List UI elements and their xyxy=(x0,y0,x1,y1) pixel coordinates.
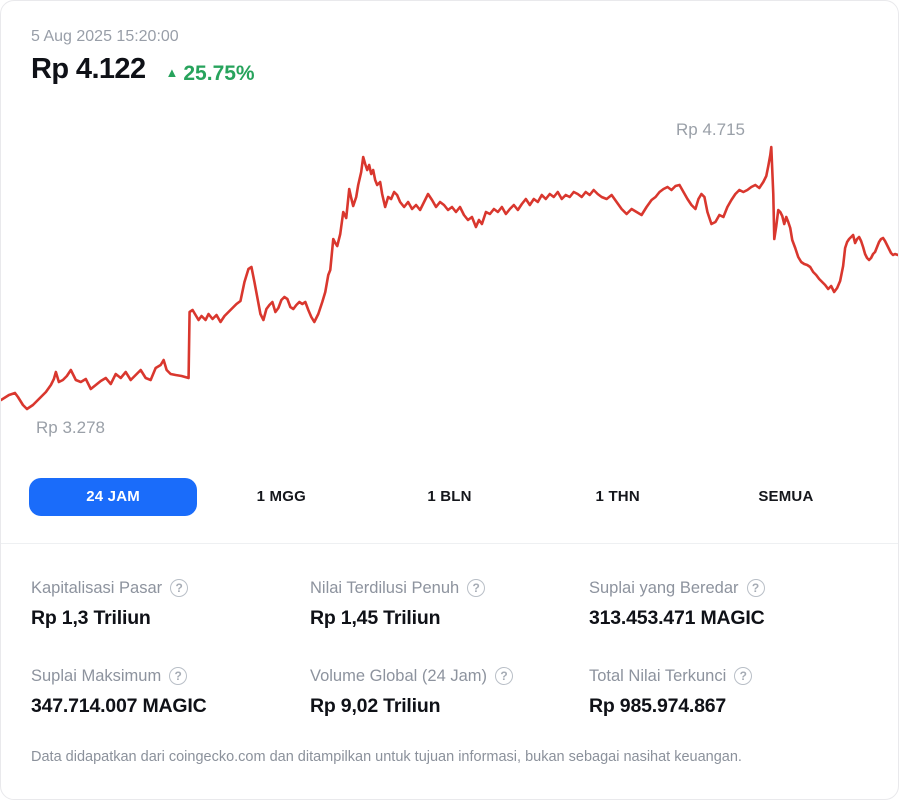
help-icon[interactable]: ? xyxy=(746,578,765,597)
help-icon[interactable]: ? xyxy=(467,578,486,597)
price-change: ▲ 25.75% xyxy=(166,62,255,86)
price-change-percent: 25.75% xyxy=(183,61,255,85)
stat-circulating-supply: Suplai yang Beredar ? 313.453.471 MAGIC xyxy=(589,578,868,630)
up-arrow-icon: ▲ xyxy=(165,65,179,80)
help-icon[interactable]: ? xyxy=(734,666,753,685)
stat-label-row: Total Nilai Terkunci ? xyxy=(589,666,868,686)
stat-market-cap: Kapitalisasi Pasar ? Rp 1,3 Triliun xyxy=(31,578,310,630)
price-chart[interactable]: Rp 4.715 Rp 3.278 xyxy=(1,102,898,462)
stat-global-volume: Volume Global (24 Jam) ? Rp 9,02 Triliun xyxy=(310,666,589,718)
stat-label-row: Volume Global (24 Jam) ? xyxy=(310,666,589,686)
stats-divider xyxy=(1,542,898,544)
chart-low-label: Rp 3.278 xyxy=(36,417,105,437)
tab-1-thn[interactable]: 1 THN xyxy=(534,478,702,516)
tab-24-jam[interactable]: 24 JAM xyxy=(29,477,198,516)
stat-value: Rp 1,3 Triliun xyxy=(31,606,151,629)
stat-label-row: Kapitalisasi Pasar ? xyxy=(31,578,310,598)
stat-label: Nilai Terdilusi Penuh xyxy=(310,578,460,597)
help-icon[interactable]: ? xyxy=(170,578,189,597)
price-header: 5 Aug 2025 15:20:00 Rp 4.122 ▲ 25.75% xyxy=(1,1,898,86)
stat-value: Rp 9,02 Triliun xyxy=(310,694,441,717)
stat-label-row: Suplai Maksimum ? xyxy=(31,666,310,686)
stats-grid: Kapitalisasi Pasar ? Rp 1,3 Triliun Nila… xyxy=(1,544,898,718)
help-icon[interactable]: ? xyxy=(495,666,513,685)
price-timestamp: 5 Aug 2025 15:20:00 xyxy=(31,28,179,45)
tab-1-bln[interactable]: 1 BLN xyxy=(365,478,533,516)
stat-label-row: Nilai Terdilusi Penuh ? xyxy=(310,578,589,598)
stat-value: Rp 985.974.867 xyxy=(589,694,727,717)
chart-high-label: Rp 4.715 xyxy=(676,119,745,139)
stat-label: Suplai yang Beredar xyxy=(589,578,739,597)
stat-value: 313.453.471 MAGIC xyxy=(589,606,765,629)
current-price: Rp 4.122 xyxy=(31,53,146,85)
stat-label: Total Nilai Terkunci xyxy=(589,666,727,685)
stat-fully-diluted: Nilai Terdilusi Penuh ? Rp 1,45 Triliun xyxy=(310,578,589,630)
stat-label: Kapitalisasi Pasar xyxy=(31,578,163,597)
price-line xyxy=(1,145,898,410)
stat-label: Volume Global (24 Jam) xyxy=(310,666,487,685)
stat-label: Suplai Maksimum xyxy=(31,666,162,685)
timeframe-tabs: 24 JAM 1 MGG 1 BLN 1 THN SEMUA xyxy=(1,477,898,516)
stat-max-supply: Suplai Maksimum ? 347.714.007 MAGIC xyxy=(31,666,310,718)
stat-total-value-locked: Total Nilai Terkunci ? Rp 985.974.867 xyxy=(589,666,868,718)
stat-label-row: Suplai yang Beredar ? xyxy=(589,578,868,598)
stat-value: Rp 1,45 Triliun xyxy=(310,606,441,629)
help-icon[interactable]: ? xyxy=(169,666,188,685)
price-chart-svg xyxy=(1,145,898,410)
price-row: Rp 4.122 ▲ 25.75% xyxy=(31,53,868,86)
tab-semua[interactable]: SEMUA xyxy=(702,478,870,516)
disclaimer-text: Data didapatkan dari coingecko.com dan d… xyxy=(31,748,742,765)
stat-value: 347.714.007 MAGIC xyxy=(31,694,207,717)
tab-1-mgg[interactable]: 1 MGG xyxy=(197,478,365,516)
